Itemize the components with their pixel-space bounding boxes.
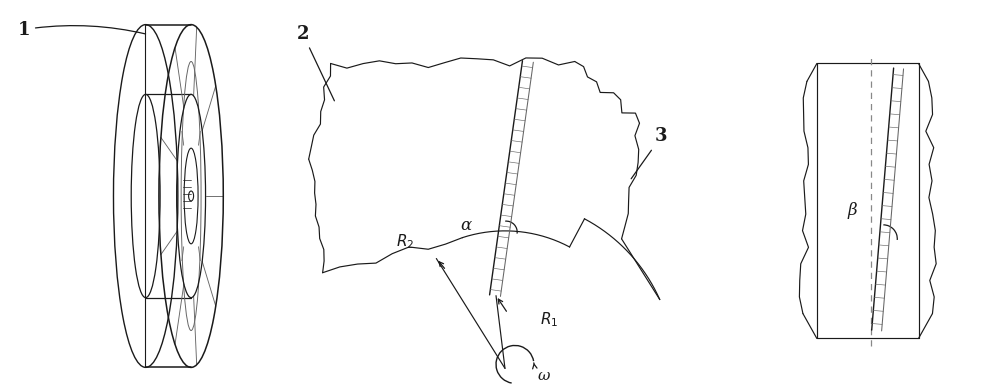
Text: α: α bbox=[461, 217, 472, 233]
Text: $R_1$: $R_1$ bbox=[540, 311, 558, 329]
Text: β: β bbox=[848, 203, 857, 219]
Text: 1: 1 bbox=[17, 21, 146, 39]
Text: 2: 2 bbox=[296, 25, 334, 101]
Text: ω: ω bbox=[538, 369, 550, 383]
Text: $R_2$: $R_2$ bbox=[396, 232, 414, 251]
Text: 3: 3 bbox=[631, 127, 668, 179]
